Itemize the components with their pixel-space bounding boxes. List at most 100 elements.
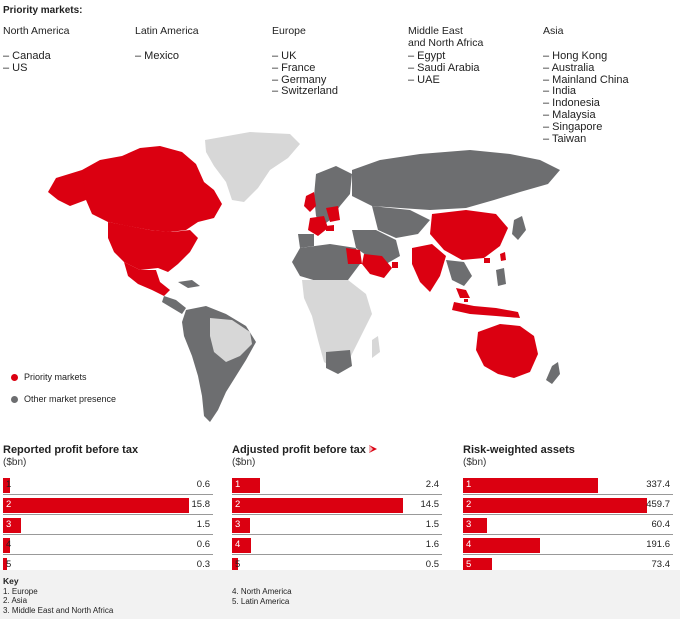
map-japan — [512, 216, 526, 240]
map-indonesia — [452, 302, 520, 318]
market-item: – UK — [272, 50, 297, 62]
market-item: – Mainland China — [543, 73, 629, 86]
map-philippines — [496, 268, 506, 286]
map-germany — [326, 206, 340, 222]
bar-value-label: 15.8 — [191, 499, 211, 510]
chart-row: 4 191.6 — [463, 536, 673, 555]
bar-category-label: 4 — [235, 539, 241, 550]
map-new-zealand — [546, 362, 560, 384]
map-central-asia — [372, 206, 430, 238]
region-column: Latin America – Mexico — [135, 25, 199, 63]
bar — [463, 518, 488, 533]
key-item: 1. Europe — [3, 586, 38, 596]
region-name: Middle East and North Africa — [408, 25, 484, 49]
bar-category-label: 2 — [466, 499, 472, 510]
map-india — [412, 244, 446, 292]
map-russia — [352, 150, 560, 210]
chart-title-text: Adjusted profit before tax — [232, 444, 366, 456]
world-map-svg — [48, 132, 560, 422]
bar-category-label: 1 — [235, 479, 241, 490]
bar-category-label: 2 — [235, 499, 241, 510]
map-middle-east — [352, 230, 400, 264]
legend-priority: Priority markets — [5, 368, 137, 386]
map-france — [308, 216, 328, 236]
map-malaysia — [456, 288, 470, 298]
chart-row: 3 60.4 — [463, 516, 673, 535]
bar-value-label: 1.6 — [425, 539, 439, 550]
bar-category-label: 3 — [6, 519, 12, 530]
region-name: North America — [3, 25, 70, 37]
chart-title: Adjusted profit before tax — [232, 444, 442, 457]
bar-category-label: 3 — [235, 519, 241, 530]
map-alaska — [48, 170, 86, 206]
market-item: – Malaysia — [543, 108, 596, 121]
chart-title-text: Reported profit before tax — [3, 444, 139, 456]
bar-value-label: 1.5 — [196, 519, 210, 530]
region-column: Europe – UK – France – Germany – Switzerland — [272, 25, 338, 98]
market-item: – Egypt — [408, 50, 446, 62]
chart-row: 3 1.5 — [232, 516, 442, 535]
region-name: Europe — [272, 25, 306, 37]
bar — [463, 498, 647, 513]
bar — [3, 538, 11, 553]
chart-row: 3 1.5 — [3, 516, 213, 535]
bar-value-label: 459.7 — [646, 499, 670, 510]
bar — [232, 498, 404, 513]
bar-value-label: 0.5 — [425, 559, 439, 570]
bar-category-label: 4 — [6, 539, 12, 550]
chart-title: Risk-weighted assets — [463, 444, 673, 457]
bar-value-label: 73.4 — [651, 559, 671, 570]
map-mexico — [124, 262, 170, 296]
bar — [232, 518, 250, 533]
chart-row: 2 14.5 — [232, 496, 442, 515]
bar-category-label: 3 — [466, 519, 472, 530]
legend-other: Other market presence — [5, 390, 137, 408]
bar-category-label: 4 — [466, 539, 472, 550]
key-heading: Key — [3, 576, 19, 586]
bar-category-label: 2 — [6, 499, 12, 510]
chart-title: Reported profit before tax — [3, 444, 213, 457]
map-uk — [304, 192, 316, 212]
bar-value-label: 191.6 — [646, 539, 670, 550]
bar — [232, 558, 238, 573]
market-item: – Singapore — [543, 120, 603, 133]
key-left: Key 1. Europe 2. Asia 3. Middle East and… — [3, 576, 113, 615]
chart-unit: ($bn) — [232, 457, 256, 468]
chart-unit: ($bn) — [3, 457, 27, 468]
map-greenland — [205, 132, 300, 202]
key-right: 4. North America 5. Latin America — [232, 587, 292, 606]
market-item: – France — [272, 61, 316, 74]
bar-value-label: 2.4 — [425, 479, 439, 490]
map-south-africa — [326, 350, 352, 374]
page-title: Priority markets: — [3, 5, 83, 16]
bar-value-label: 0.6 — [196, 479, 210, 490]
key-item: 2. Asia — [3, 596, 28, 605]
bar — [463, 478, 598, 493]
map-southeast-asia — [446, 260, 472, 286]
footer-key-area — [0, 570, 680, 619]
market-item: – Mexico — [135, 50, 180, 62]
map-australia — [476, 324, 538, 378]
market-item: – India — [543, 85, 577, 98]
bar — [463, 558, 493, 573]
map-north-africa — [292, 244, 360, 282]
bar — [3, 498, 190, 513]
priority-dot-icon — [11, 373, 18, 381]
region-name: Latin America — [135, 25, 199, 37]
bar-category-label: 5 — [6, 559, 12, 570]
map-uae — [392, 262, 398, 268]
bar-category-label: 1 — [466, 479, 472, 490]
market-item: – UAE — [408, 73, 440, 86]
bar-category-label: 5 — [466, 559, 472, 570]
market-item: – Saudi Arabia — [408, 61, 480, 74]
map-europe-other — [314, 166, 352, 226]
chart-row: 1 337.4 — [463, 476, 673, 495]
chart-title-text: Risk-weighted assets — [463, 444, 575, 456]
market-item: – Switzerland — [272, 85, 339, 98]
map-hong-kong — [484, 258, 490, 263]
bar — [3, 558, 7, 573]
map-iberia — [298, 234, 314, 248]
map-taiwan — [500, 252, 506, 261]
other-dot-icon — [11, 395, 18, 403]
bar-value-label: 14.5 — [420, 499, 440, 510]
